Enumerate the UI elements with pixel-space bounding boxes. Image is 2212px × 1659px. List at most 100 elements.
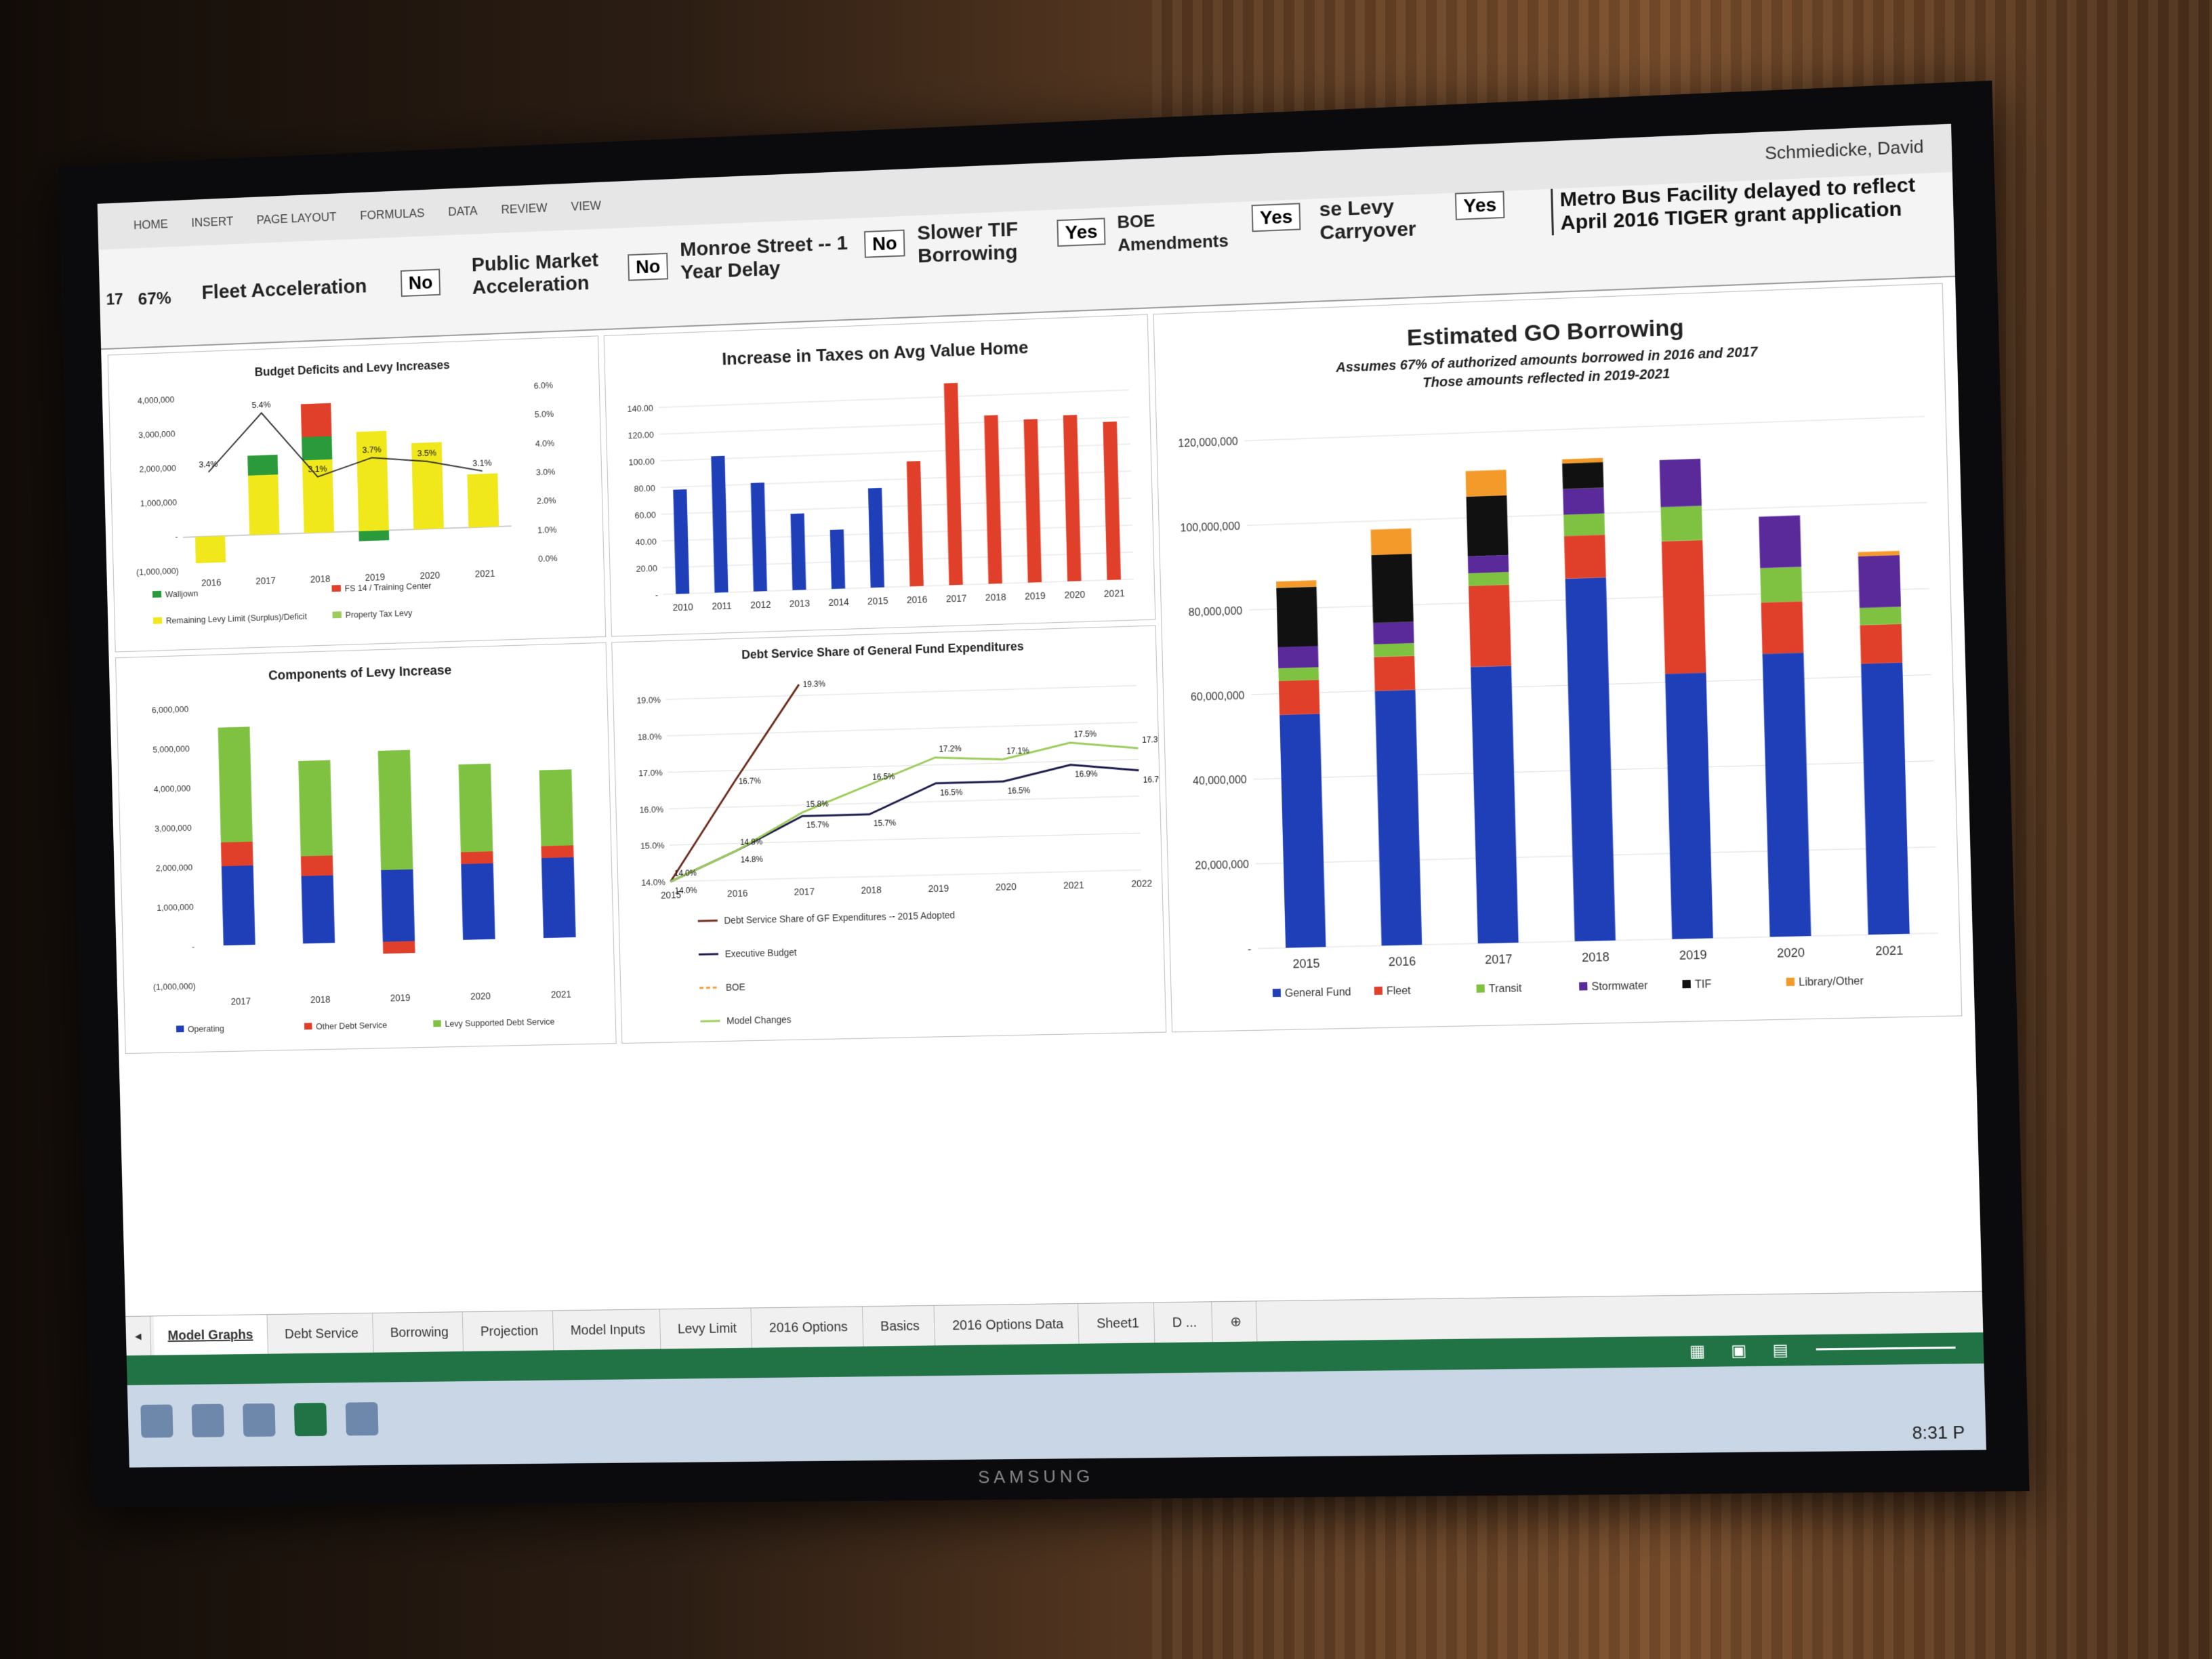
tab-levy-limit[interactable]: Levy Limit — [663, 1308, 752, 1349]
point-label: 14.8% — [741, 855, 764, 865]
levy-carryover-value[interactable]: Yes — [1455, 191, 1505, 220]
x-tick-label: 2021 — [1875, 943, 1904, 958]
y-tick-label: 4,000,000 — [138, 394, 175, 406]
ribbon-tab-data[interactable]: DATA — [447, 188, 478, 235]
tab-sheet1[interactable]: Sheet1 — [1082, 1303, 1155, 1344]
go-bar-segment — [1279, 680, 1320, 715]
gridline — [661, 471, 1131, 487]
go-bar-segment — [1761, 601, 1804, 654]
x-tick-label: 2018 — [310, 994, 331, 1005]
budget-bar — [301, 403, 332, 437]
tab-basics[interactable]: Basics — [865, 1306, 935, 1347]
zoom-slider[interactable] — [1816, 1347, 1956, 1351]
y-tick-label: - — [175, 531, 178, 541]
page-break-icon[interactable]: ▤ — [1772, 1340, 1788, 1361]
x-tick-label: 2020 — [1777, 945, 1805, 960]
ribbon-tab-page-layout[interactable]: PAGE LAYOUT — [256, 194, 337, 243]
public-market-value[interactable]: No — [628, 253, 668, 281]
x-tick-label: 2019 — [390, 993, 411, 1004]
component-bar — [539, 769, 574, 846]
tab-model-inputs[interactable]: Model Inputs — [556, 1309, 661, 1351]
ribbon-tab-home[interactable]: HOME — [133, 201, 169, 248]
y-tick-label: 80.00 — [634, 483, 655, 494]
legend-label: Executive Budget — [725, 947, 797, 960]
monroe-value[interactable]: No — [864, 230, 905, 258]
excel-window: HOME INSERT PAGE LAYOUT FORMULAS DATA RE… — [98, 124, 1986, 1468]
ribbon-tab-view[interactable]: VIEW — [571, 182, 602, 230]
ribbon-tab-formulas[interactable]: FORMULAS — [359, 190, 425, 239]
x-tick-label: 2019 — [928, 883, 949, 894]
percent-value[interactable]: 67% — [138, 287, 171, 310]
normal-view-icon[interactable]: ▦ — [1689, 1341, 1706, 1361]
tab-2016-options-data[interactable]: 2016 Options Data — [937, 1304, 1080, 1346]
point-label: 15.8% — [806, 800, 829, 809]
go-bar-segment — [1374, 656, 1415, 691]
x-tick-label: 2010 — [673, 602, 694, 613]
x-tick-label: 2020 — [996, 882, 1017, 893]
chart-title: Increase in Taxes on Avg Value Home — [722, 338, 1029, 369]
x-tick-label: 2011 — [712, 600, 732, 611]
go-bar-segment — [1563, 488, 1604, 515]
tab-more[interactable]: D ... — [1157, 1302, 1213, 1343]
explorer-icon[interactable] — [192, 1404, 224, 1437]
budget-bar — [247, 455, 278, 476]
y-tick-label: 100,000,000 — [1180, 520, 1240, 534]
x-tick-label: 2020 — [419, 570, 440, 581]
y-tick-label: 1,000,000 — [140, 497, 178, 509]
browser-icon[interactable] — [243, 1404, 276, 1437]
gridline — [663, 579, 1134, 594]
ribbon-tab-review[interactable]: REVIEW — [501, 184, 548, 233]
component-bar — [541, 857, 576, 938]
y-tick-label: 120.00 — [628, 430, 654, 441]
point-label: 16.5% — [872, 772, 895, 781]
tab-scroll-left[interactable]: ◂ — [125, 1316, 151, 1356]
public-market-label: Public Market Acceleration — [471, 248, 615, 299]
line-data-label: 3.5% — [417, 448, 436, 459]
excel-icon[interactable] — [294, 1403, 327, 1436]
add-sheet-icon[interactable]: ⊕ — [1215, 1301, 1258, 1343]
y-tick-label: 2,000,000 — [139, 463, 176, 474]
tax-bar — [1103, 422, 1121, 580]
app-icon[interactable] — [346, 1402, 379, 1435]
y-tick-label: (1,000,000) — [153, 981, 196, 992]
boe-value[interactable]: Yes — [1252, 203, 1301, 232]
gridline — [659, 390, 1129, 407]
chart-title: Components of Levy Increase — [268, 663, 452, 683]
component-bar — [221, 842, 253, 866]
fleet-value[interactable]: No — [401, 269, 441, 298]
tax-bar — [907, 461, 924, 586]
point-label: 17.5% — [1073, 730, 1097, 739]
tab-2016-options[interactable]: 2016 Options — [754, 1307, 863, 1348]
y-tick-label: - — [655, 590, 659, 600]
go-bar-segment — [1665, 673, 1713, 939]
tab-debt-service[interactable]: Debt Service — [270, 1313, 374, 1355]
tif-value[interactable]: Yes — [1057, 218, 1105, 247]
user-account[interactable]: Schmiedicke, David — [1765, 136, 1924, 164]
go-bar-segment — [1372, 554, 1414, 623]
page-layout-icon[interactable]: ▣ — [1731, 1341, 1747, 1361]
y2-tick-label: 4.0% — [535, 438, 555, 449]
ribbon-tab-insert[interactable]: INSERT — [190, 198, 234, 246]
legend-label: Model Changes — [726, 1015, 792, 1026]
tax-bar — [673, 489, 689, 594]
tab-projection[interactable]: Projection — [466, 1311, 554, 1352]
y-tick-label: 40,000,000 — [1193, 775, 1247, 787]
x-tick-label: 2020 — [1064, 590, 1085, 600]
legend-swatch — [1682, 980, 1691, 988]
fleet-label: Fleet Acceleration — [201, 275, 367, 304]
start-icon[interactable] — [140, 1404, 173, 1437]
point-label: 14.0% — [674, 869, 697, 878]
go-bar-segment — [1469, 585, 1511, 667]
tab-model-graphs[interactable]: Model Graphs — [153, 1315, 268, 1356]
point-label: 16.7% — [739, 777, 762, 786]
go-bar-segment — [1279, 714, 1326, 947]
go-bar-segment — [1660, 506, 1702, 541]
go-bar-segment — [1563, 513, 1605, 535]
point-label: 17.2% — [939, 745, 962, 754]
tab-borrowing[interactable]: Borrowing — [375, 1312, 464, 1353]
y-tick-label: 3,000,000 — [138, 428, 176, 440]
legend-swatch — [1273, 989, 1281, 997]
legend-label: Library/Other — [1799, 975, 1864, 989]
legend-swatch — [433, 1020, 441, 1027]
chart-components: Components of Levy Increase6,000,0005,00… — [116, 643, 616, 1053]
